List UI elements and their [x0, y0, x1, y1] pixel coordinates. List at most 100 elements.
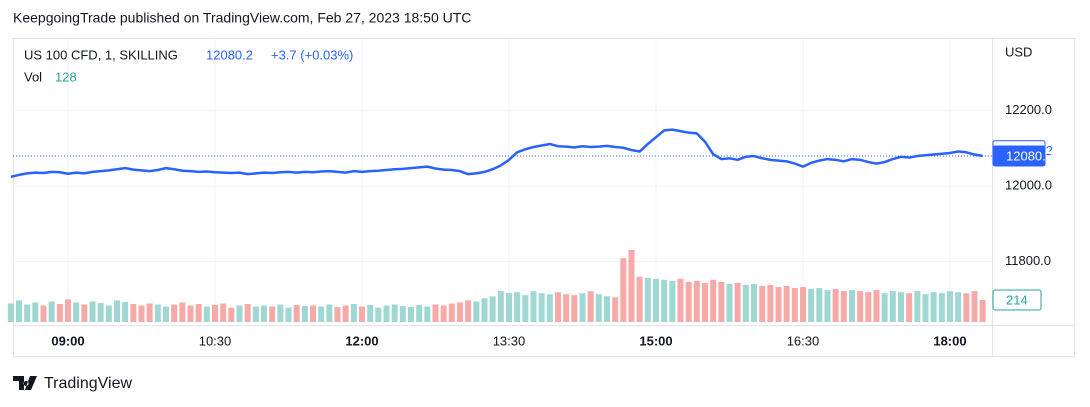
volume-bar: [391, 304, 398, 322]
volume-bar: [40, 305, 47, 322]
volume-bar: [587, 291, 594, 322]
volume-bar: [979, 299, 986, 322]
volume-bar: [603, 296, 610, 322]
price-tag-label: 12080.2: [1006, 148, 1053, 163]
volume-bar: [285, 307, 292, 322]
volume-bar: [89, 301, 96, 322]
volume-bar: [955, 292, 962, 322]
volume-bar: [783, 285, 790, 322]
volume-bar: [571, 295, 578, 322]
volume-bar: [187, 305, 194, 322]
volume-bar: [236, 305, 243, 322]
volume-bar: [24, 304, 31, 322]
volume-bar: [481, 298, 488, 322]
volume-label: Vol: [24, 69, 42, 84]
volume-bar: [530, 291, 537, 322]
volume-bar: [473, 301, 480, 322]
price-tag: [992, 145, 1046, 167]
volume-tag-label: 214: [1006, 292, 1028, 307]
volume-bar: [16, 300, 23, 322]
volume-bar: [97, 302, 104, 322]
publish-info: KeepgoingTrade published on TradingView.…: [13, 10, 471, 26]
volume-bar: [963, 293, 970, 322]
volume-bar: [318, 306, 325, 322]
volume-bar: [922, 294, 929, 322]
change: +3.7 (+0.03%): [271, 47, 353, 62]
volume-bar: [759, 285, 766, 322]
volume-bar: [514, 292, 521, 322]
volume-bar: [669, 280, 676, 322]
volume-bar: [260, 305, 267, 322]
volume-bar: [440, 305, 447, 322]
x-tick-label: 16:30: [787, 333, 820, 348]
volume-bar: [816, 288, 823, 322]
volume-bar: [358, 306, 365, 322]
volume-bar: [620, 258, 627, 322]
volume-bar: [244, 303, 251, 322]
volume-bar: [661, 279, 668, 322]
volume-bar: [799, 287, 806, 322]
x-tick-label: 12:00: [345, 333, 378, 348]
chart-frame: [13, 38, 1075, 357]
volume-bar: [407, 307, 414, 322]
volume-bar: [881, 293, 888, 322]
volume-bar: [211, 305, 218, 322]
volume-bar: [65, 299, 71, 322]
volume-value: 128: [55, 69, 77, 84]
volume-bar: [685, 281, 692, 322]
volume-bar: [383, 305, 390, 322]
volume-bar: [522, 295, 529, 322]
volume-bar: [73, 302, 80, 322]
volume-bar: [750, 283, 757, 322]
volume-bar: [416, 305, 423, 322]
volume-bar: [154, 304, 161, 322]
volume-bar: [873, 290, 880, 322]
symbol: US 100 CFD, 1, SKILLING: [24, 47, 178, 62]
volume-bar: [56, 303, 63, 322]
y-tick-label: 11800.0: [1005, 253, 1051, 268]
volume-bar: [701, 282, 708, 322]
volume-bar: [138, 305, 145, 322]
volume-bar: [7, 303, 14, 322]
volume-bar: [228, 307, 235, 322]
brand-logo: [13, 376, 37, 390]
volume-bar: [399, 306, 406, 322]
volume-bar: [971, 291, 978, 322]
x-tick-label: 09:00: [51, 333, 84, 348]
volume-bar: [652, 278, 659, 322]
volume-tag: [992, 289, 1042, 311]
volume-bar: [326, 304, 333, 322]
volume-bar: [595, 294, 602, 322]
volume-bar: [489, 296, 496, 322]
volume-bar: [914, 291, 921, 322]
volume-bar: [130, 303, 137, 322]
volume-bar: [865, 292, 872, 322]
volume-bar: [579, 293, 586, 322]
volume-bar: [195, 303, 202, 322]
volume-bar: [906, 293, 913, 322]
plot: [7, 38, 992, 322]
volume-bar: [432, 304, 439, 322]
volume-bar: [767, 284, 774, 322]
brand: TradingView: [44, 375, 132, 392]
volume-bar: [946, 291, 953, 322]
volume-bar: [857, 291, 864, 322]
x-tick-label: 10:30: [199, 333, 232, 348]
volume-bar: [81, 304, 88, 322]
volume-bar: [203, 306, 210, 322]
volume-bar: [162, 306, 169, 322]
x-tick-label: 15:00: [639, 333, 672, 348]
volume-bar: [563, 294, 570, 322]
volume-bar: [742, 284, 749, 322]
volume-bar: [612, 297, 619, 322]
volume-bar: [424, 306, 431, 322]
volume-bar: [808, 289, 815, 322]
x-tick-label: 18:00: [933, 333, 966, 348]
volume-bar: [179, 302, 186, 322]
volume-bar: [628, 249, 635, 322]
volume-bar: [832, 289, 839, 322]
volume-bar: [171, 304, 178, 322]
volume-bar: [734, 282, 741, 322]
volume-bar: [375, 307, 382, 322]
volume-bar: [710, 279, 717, 322]
